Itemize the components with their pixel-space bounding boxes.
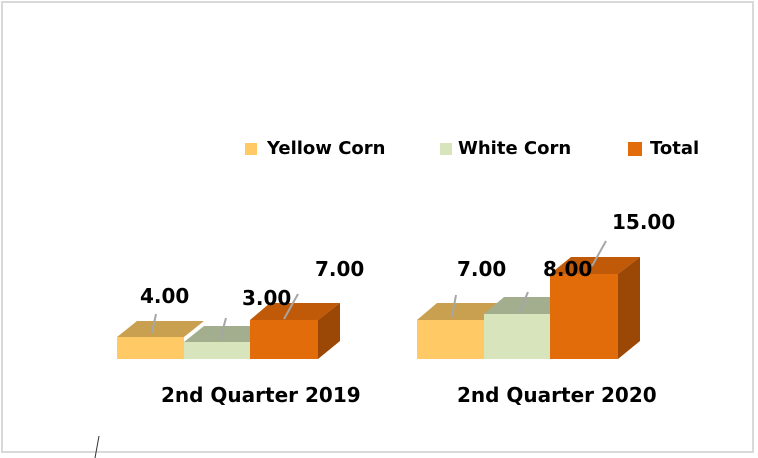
category-label-2020: 2nd Quarter 2020 (457, 383, 657, 407)
legend-label-white-corn: White Corn (458, 138, 572, 159)
bar-white-corn-2019 (184, 326, 270, 359)
stray-line (94, 435, 100, 458)
data-label-yellow-corn-2019: 4.00 (140, 284, 190, 308)
category-label-2019: 2nd Quarter 2019 (161, 383, 361, 407)
legend-label-yellow-corn: Yellow Corn (267, 138, 386, 159)
bar-group-2019 (117, 293, 340, 359)
bar-yellow-corn-2019 (117, 321, 204, 359)
legend-item-white-corn: White Corn (440, 138, 571, 159)
data-label-white-corn-2019: 3.00 (242, 286, 292, 310)
chart-legend: Yellow Corn White Corn Total (0, 138, 758, 162)
legend-swatch-total (628, 141, 642, 156)
bar-total-2020 (550, 257, 640, 359)
data-label-yellow-corn-2020: 7.00 (457, 257, 507, 281)
bar-total-2019 (250, 303, 340, 359)
legend-item-yellow-corn: Yellow Corn (245, 138, 385, 159)
data-label-total-2019: 7.00 (315, 257, 365, 281)
bar-group-2020 (417, 240, 640, 359)
bar-white-corn-2020 (484, 297, 570, 359)
legend-item-total: Total (628, 138, 699, 159)
legend-label-total: Total (650, 138, 700, 159)
legend-swatch-yellow-corn (245, 142, 257, 155)
data-label-white-corn-2020: 8.00 (543, 257, 593, 281)
bar-yellow-corn-2020 (417, 303, 504, 359)
legend-swatch-white-corn (440, 142, 452, 155)
data-label-total-2020: 15.00 (612, 210, 676, 234)
